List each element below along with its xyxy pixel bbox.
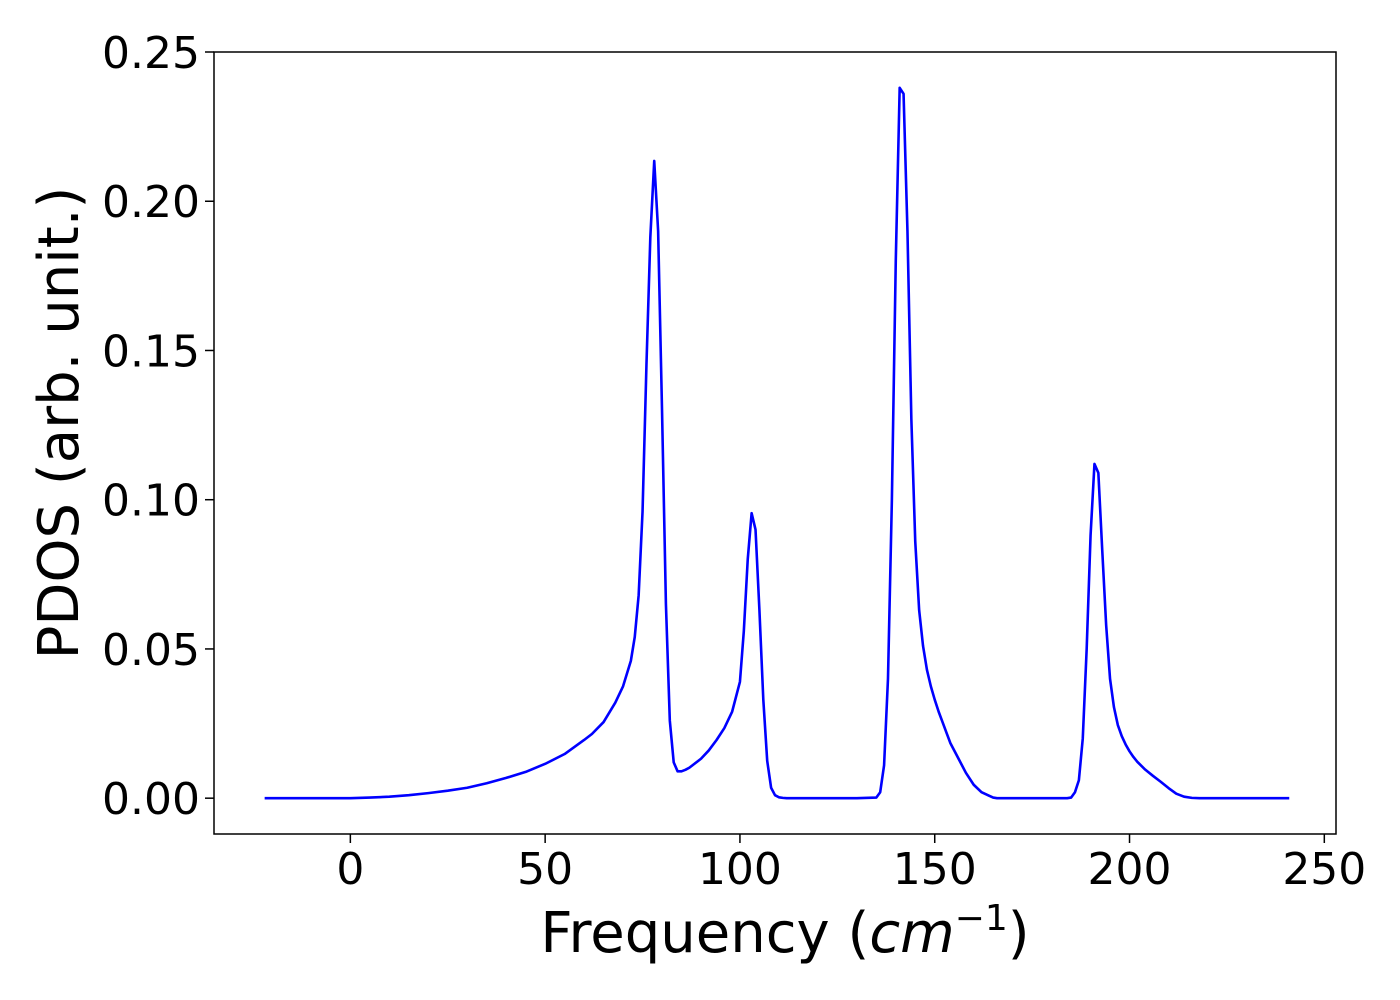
x-tick-label: 200	[1088, 844, 1172, 895]
pdos-series-line	[264, 86, 1290, 800]
y-tick-label: 0.15	[102, 326, 200, 377]
plot-frame	[213, 51, 1337, 835]
x-tick-label: 0	[336, 844, 364, 895]
y-tick-label: 0.05	[102, 625, 200, 676]
y-tick-label: 0.25	[102, 28, 200, 79]
x-tick-label: 250	[1282, 844, 1366, 895]
y-axis-ticks: 0.00 0.05 0.10 0.15 0.20 0.25	[102, 28, 214, 825]
x-axis-ticks: 0 50 100 150 200 250	[336, 834, 1366, 895]
x-tick-label: 50	[517, 844, 573, 895]
x-axis-label: Frequency (cm−1)	[540, 898, 1029, 966]
x-tick-label: 150	[893, 844, 977, 895]
x-tick-label: 100	[698, 844, 782, 895]
y-tick-label: 0.10	[102, 476, 200, 527]
y-tick-label: 0.00	[102, 774, 200, 825]
y-tick-label: 0.20	[102, 177, 200, 228]
y-axis-label: PDOS (arb. unit.)	[27, 187, 92, 660]
